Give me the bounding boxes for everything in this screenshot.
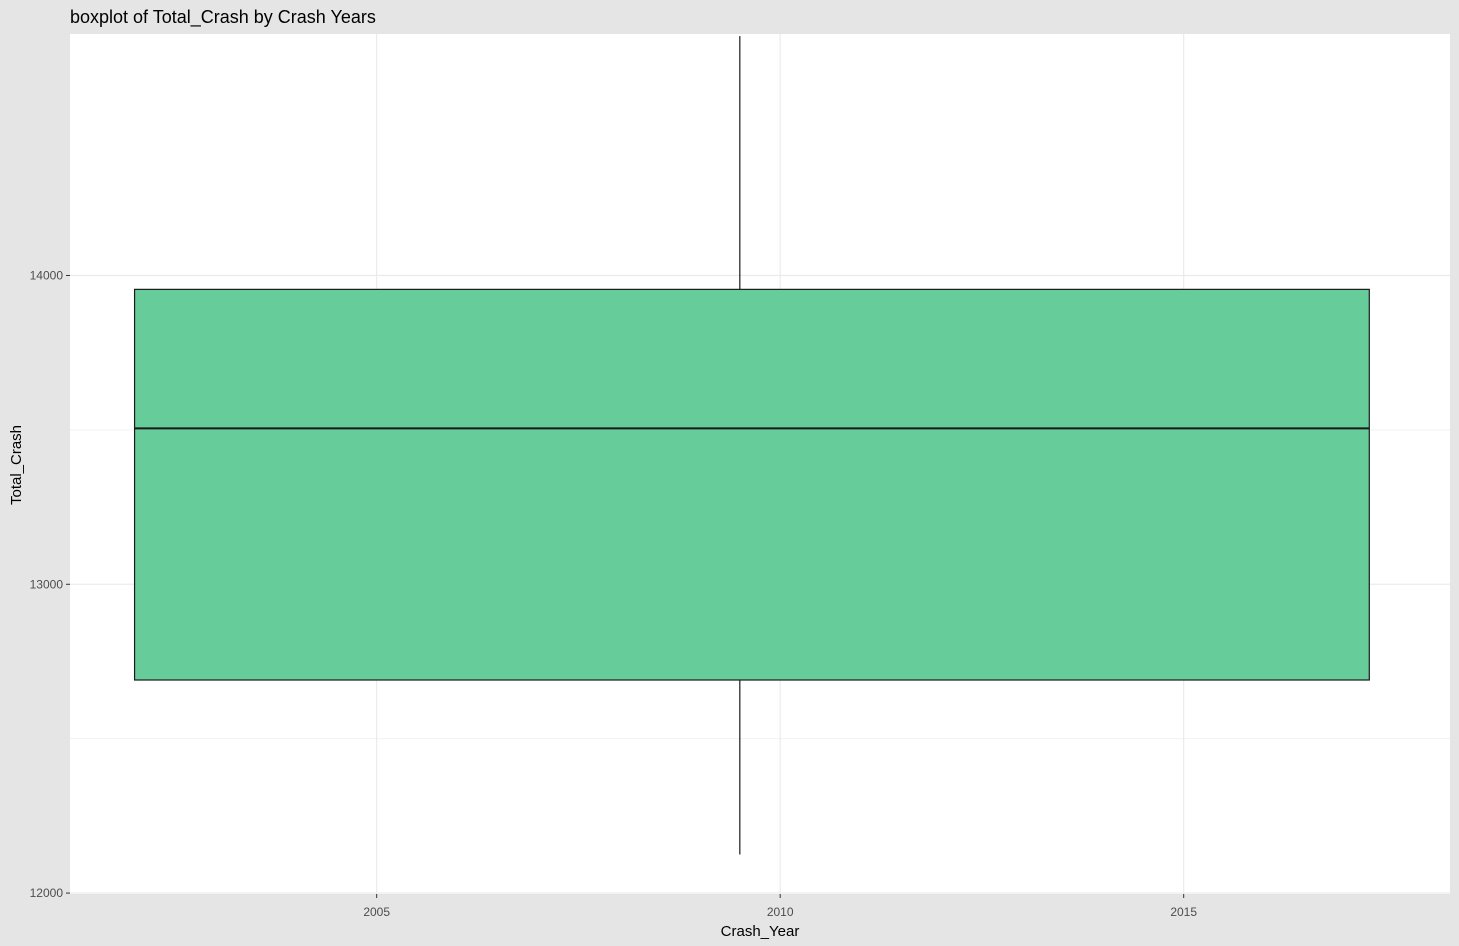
x-tick-label: 2005	[363, 905, 390, 919]
y-axis-label: Total_Crash	[8, 425, 25, 505]
chart-title: boxplot of Total_Crash by Crash Years	[70, 7, 376, 28]
y-tick-label: 12000	[30, 886, 64, 900]
x-tick-label: 2010	[767, 905, 794, 919]
y-tick-label: 13000	[30, 577, 64, 591]
x-tick-label: 2015	[1170, 905, 1197, 919]
y-tick-label: 14000	[30, 268, 64, 282]
axis-ticks: 12000 13000 14000 2005 2010 2015	[30, 268, 1198, 919]
interquartile-box	[133, 288, 1370, 681]
boxplot	[133, 36, 1370, 855]
x-axis-label: Crash_Year	[721, 923, 800, 940]
